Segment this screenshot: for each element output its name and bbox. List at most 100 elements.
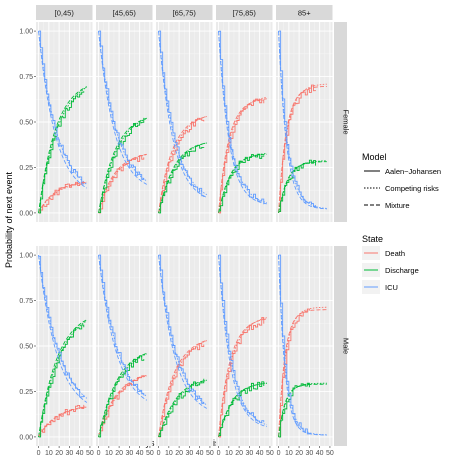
x-tick-label: 40	[256, 450, 264, 455]
legend-label: Competing risks	[385, 184, 439, 193]
curve-death-solid	[278, 308, 310, 438]
y-tick-label: 1.00	[19, 29, 33, 36]
curve-icu-dashed	[278, 255, 327, 436]
column-strip	[156, 5, 213, 20]
y-tick-label: 0.50	[19, 344, 33, 351]
curve-discharge-dashed	[218, 153, 267, 214]
panel-female-4: 85+	[276, 5, 333, 222]
curve-death-dashed	[218, 98, 267, 213]
legend-title: State	[362, 234, 383, 244]
curve-icu-solid	[278, 254, 310, 435]
row-strip-female	[334, 22, 347, 222]
column-strip-label: [75,85)	[233, 9, 257, 18]
x-tick-label: 50	[326, 450, 334, 455]
column-strip-label: 85+	[298, 9, 311, 18]
x-tick-label: 30	[305, 450, 313, 455]
curve-icu-dashed	[158, 31, 208, 198]
x-tick-label: 0	[157, 450, 161, 455]
panels-layer: Female [0,45) 0.00 0.25 0.50 0.75 1.00 [45,65) […	[19, 5, 351, 455]
column-strip-label: [65,75)	[173, 9, 197, 18]
curve-icu-dashed	[158, 255, 208, 409]
curve-death-solid	[158, 342, 205, 438]
x-tick-label: 30	[125, 450, 133, 455]
curve-death-solid	[38, 181, 85, 214]
legend-label: Death	[385, 249, 405, 258]
curve-death-solid	[98, 155, 145, 214]
panel-female-0: [0,45) 0.00 0.25 0.50 0.75 1.00	[19, 5, 93, 222]
legend-layer: Model Aalen−Johansen Competing risks Mixtur…	[362, 152, 441, 294]
legend-label: Aalen−Johansen	[385, 167, 441, 176]
curve-discharge-dashed	[98, 117, 147, 213]
x-tick-label: 0	[97, 450, 101, 455]
x-tick-label: 10	[225, 450, 233, 455]
curve-death-solid	[38, 404, 85, 436]
curve-icu-dotted	[278, 255, 327, 436]
curve-discharge-solid	[218, 153, 265, 212]
curve-discharge-dashed	[218, 382, 267, 438]
curve-icu-dotted	[218, 31, 267, 204]
curve-discharge-solid	[158, 378, 205, 437]
curve-icu-solid	[278, 30, 316, 207]
panel-female-3: [75,85)	[216, 5, 273, 222]
column-strip-label: [45,65)	[113, 9, 137, 18]
curve-discharge-solid	[98, 355, 145, 438]
x-tick-label: 40	[316, 450, 324, 455]
curve-discharge-dashed	[278, 383, 327, 437]
curve-death-dotted	[158, 340, 208, 437]
curve-discharge-dashed	[38, 319, 88, 437]
curve-icu-dashed	[98, 31, 148, 185]
curve-icu-dashed	[98, 255, 148, 401]
curve-discharge-dashed	[278, 161, 327, 213]
curve-icu-solid	[218, 254, 265, 424]
curve-death-dashed	[158, 116, 207, 213]
x-tick-label: 10	[165, 450, 173, 455]
curve-death-solid	[158, 117, 205, 212]
curve-death-dotted	[98, 153, 147, 214]
y-tick-label: 0.75	[19, 74, 33, 81]
curve-death-dotted	[278, 306, 327, 437]
curve-discharge-solid	[38, 324, 85, 438]
curve-discharge-dotted	[38, 320, 88, 437]
curve-icu-dashed	[218, 31, 267, 205]
panel-male-1: 0 10 20 30 40 50	[96, 246, 154, 455]
curve-death-dotted	[38, 181, 87, 214]
x-tick-label: 20	[115, 450, 123, 455]
curve-death-solid	[218, 98, 265, 214]
column-strip	[96, 5, 153, 20]
panel-male-4: 0 10 20 30 40 50	[276, 246, 334, 455]
curve-discharge-solid	[38, 91, 85, 214]
y-tick-label: 0.50	[19, 120, 33, 127]
x-tick-label: 0	[37, 450, 41, 455]
column-strip	[36, 5, 93, 20]
curve-discharge-solid	[218, 381, 265, 436]
y-tick-label: 0.00	[19, 434, 33, 441]
curve-death-dotted	[38, 406, 87, 438]
column-strip	[276, 5, 333, 20]
curve-death-dashed	[158, 339, 207, 437]
y-tick-label: 0.75	[19, 298, 33, 305]
y-tick-label: 0.25	[19, 165, 33, 172]
column-strip-label: [0,45)	[55, 9, 75, 18]
legend-label: Discharge	[385, 266, 419, 275]
y-axis-title: Probability of next event	[4, 171, 14, 268]
curve-death-dashed	[38, 181, 87, 214]
curve-death-dashed	[218, 318, 267, 437]
x-tick-label: 0	[217, 450, 221, 455]
curve-death-solid	[98, 375, 145, 434]
legend-label: ICU	[385, 283, 398, 292]
legend-label: Mixture	[385, 201, 410, 210]
column-strip	[216, 5, 273, 20]
row-strip-label: Female	[342, 109, 351, 134]
curve-icu-solid	[98, 254, 145, 396]
x-tick-label: 0	[277, 450, 281, 455]
x-tick-label: 40	[76, 450, 84, 455]
x-tick-label: 20	[235, 450, 243, 455]
x-tick-label: 20	[175, 450, 183, 455]
y-tick-label: 0.25	[19, 389, 33, 396]
curve-discharge-dashed	[158, 142, 207, 214]
x-tick-label: 20	[55, 450, 63, 455]
curve-discharge-dotted	[98, 117, 148, 213]
curve-icu-solid	[158, 30, 205, 197]
curve-icu-solid	[98, 30, 145, 180]
y-tick-label: 0.00	[19, 210, 33, 217]
